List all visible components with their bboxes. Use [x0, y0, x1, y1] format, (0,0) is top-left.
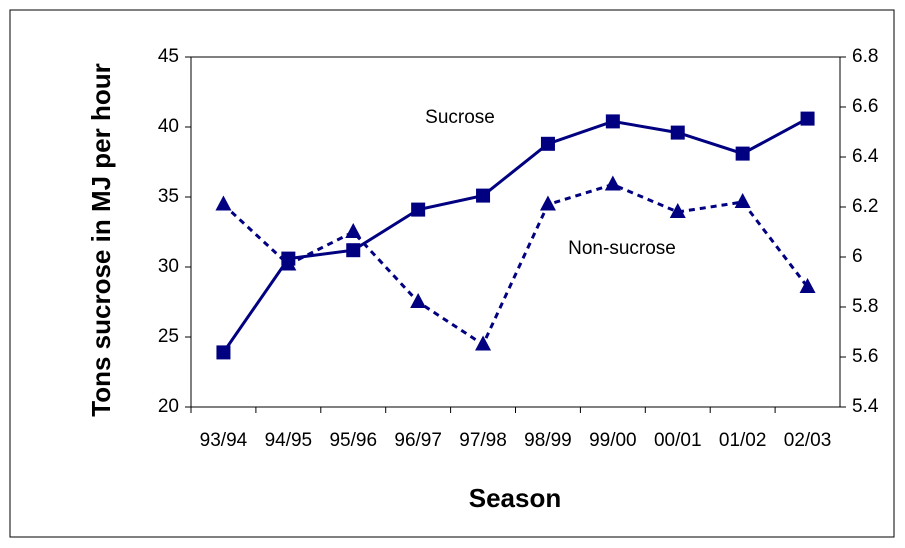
y2-tick-label: 6.6 [852, 96, 878, 117]
marker [669, 203, 686, 218]
x-tick-label: 96/97 [394, 430, 442, 451]
marker [670, 125, 685, 140]
marker [410, 293, 427, 308]
y-axis-title: Tons sucrose in MJ per hour [86, 63, 116, 416]
y-tick-label: 45 [158, 46, 179, 67]
series-label: Non-sucrose [568, 238, 676, 259]
marker [735, 146, 750, 161]
y-tick-label: 35 [158, 186, 179, 207]
y2-tick-label: 6.8 [852, 46, 878, 67]
x-axis-title: Season [469, 483, 562, 513]
marker [734, 193, 751, 208]
marker [539, 195, 556, 211]
y2-tick-label: 6 [852, 246, 863, 267]
x-tick-label: 01/02 [719, 430, 767, 451]
marker [346, 243, 361, 258]
x-tick-label: 99/00 [589, 430, 637, 451]
y2-tick-label: 6.4 [852, 146, 879, 167]
y2-tick-label: 6.2 [852, 196, 878, 217]
marker [475, 335, 492, 351]
marker [476, 188, 491, 203]
x-tick-label: 97/98 [459, 430, 507, 451]
x-tick-label: 94/95 [265, 430, 313, 451]
series-line [222, 182, 809, 347]
y2-tick-label: 5.4 [852, 396, 879, 417]
y2-tick-label: 5.8 [852, 296, 878, 317]
marker [605, 114, 620, 129]
marker [345, 223, 362, 238]
x-tick-label: 93/94 [200, 430, 248, 451]
x-tick-label: 00/01 [654, 430, 702, 451]
marker [215, 195, 232, 211]
marker [216, 345, 231, 360]
y-tick-label: 40 [158, 116, 179, 137]
marker [411, 202, 426, 217]
marker [799, 278, 816, 293]
x-tick-label: 02/03 [784, 430, 832, 451]
chart-border [9, 9, 895, 538]
y-tick-label: 20 [158, 396, 179, 417]
y2-tick-label: 5.6 [852, 346, 878, 367]
marker [800, 111, 815, 126]
x-tick-label: 98/99 [524, 430, 572, 451]
y-tick-label: 30 [158, 256, 179, 277]
marker [540, 136, 555, 151]
x-tick-label: 95/96 [329, 430, 377, 451]
marker [604, 175, 621, 191]
marker [280, 255, 297, 271]
series-label: Sucrose [425, 107, 495, 128]
series-line [222, 117, 809, 354]
y-tick-label: 25 [158, 326, 179, 347]
